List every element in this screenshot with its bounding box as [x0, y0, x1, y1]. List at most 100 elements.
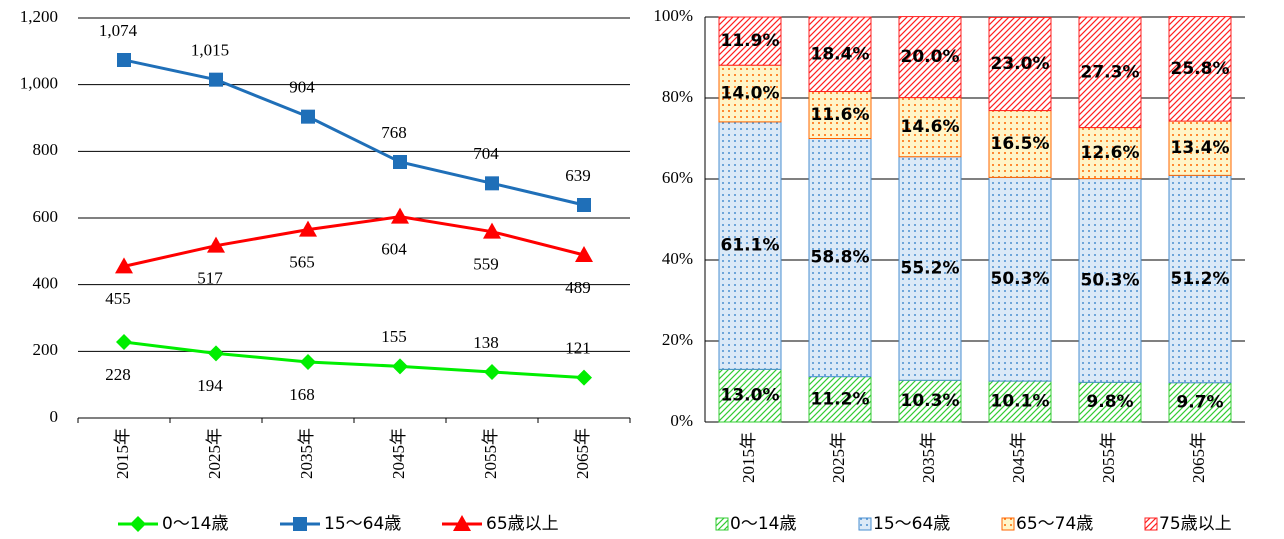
- bar-segment: [1078, 127, 1142, 180]
- data-label: 27.3%: [1081, 62, 1140, 82]
- marker: [575, 246, 593, 262]
- bar-segment: [898, 97, 962, 158]
- marker: [299, 220, 317, 237]
- marker: [485, 176, 499, 191]
- bar-segment: [1078, 16, 1142, 129]
- data-label: 565: [289, 253, 315, 272]
- data-label: 12.6%: [1081, 143, 1140, 163]
- data-label: 55.2%: [901, 259, 960, 279]
- x-tick-label: 2045年: [1009, 432, 1028, 483]
- bar-segment: [988, 176, 1052, 382]
- y-tick-label: 1,200: [20, 7, 58, 26]
- marker: [453, 515, 471, 531]
- legend-label: 0〜14歳: [730, 514, 796, 534]
- marker: [392, 358, 408, 375]
- x-tick-label: 2035年: [919, 432, 938, 483]
- x-tick-label: 2065年: [573, 428, 592, 479]
- bar-segment: [718, 121, 782, 370]
- marker: [393, 155, 407, 169]
- data-label: 121: [565, 339, 591, 358]
- y-tick-label: 800: [33, 140, 59, 159]
- marker: [207, 236, 225, 253]
- data-label: 9.8%: [1086, 392, 1133, 412]
- legend-swatch: [1001, 517, 1015, 531]
- data-label: 11.2%: [811, 389, 870, 409]
- bar-segment: [1078, 178, 1142, 383]
- y-tick-label: 60%: [662, 168, 693, 187]
- marker: [116, 334, 132, 350]
- x-tick-label: 2015年: [113, 428, 132, 479]
- data-label: 138: [473, 333, 499, 352]
- bar-segment: [808, 16, 872, 93]
- data-label: 18.4%: [811, 44, 870, 64]
- data-label: 13.4%: [1171, 138, 1230, 158]
- marker: [576, 369, 592, 386]
- marker: [209, 72, 223, 87]
- data-label: 61.1%: [721, 236, 780, 256]
- data-label: 51.2%: [1171, 269, 1230, 289]
- data-label: 23.0%: [991, 54, 1050, 74]
- bar-segment: [988, 110, 1052, 178]
- data-label: 1,015: [191, 41, 229, 60]
- data-label: 11.9%: [721, 31, 780, 51]
- data-label: 904: [289, 78, 315, 97]
- data-label: 489: [565, 278, 591, 297]
- y-tick-label: 600: [33, 207, 59, 226]
- marker: [300, 354, 316, 370]
- x-tick-label: 2055年: [481, 428, 500, 479]
- bar-segment: [898, 16, 962, 99]
- marker: [484, 364, 500, 380]
- data-label: 639: [565, 166, 591, 185]
- x-tick-label: 2055年: [1099, 432, 1118, 483]
- legend-label: 65〜74歳: [1016, 514, 1093, 534]
- x-tick-label: 2025年: [829, 432, 848, 483]
- marker: [483, 222, 501, 239]
- data-label: 704: [473, 144, 499, 163]
- legend-label: 15〜64歳: [873, 514, 950, 534]
- y-tick-label: 40%: [662, 249, 693, 268]
- marker: [130, 516, 146, 532]
- marker: [391, 207, 409, 224]
- data-label: 1,074: [99, 21, 138, 40]
- bar-segment: [988, 16, 1052, 112]
- y-tick-label: 1,000: [20, 74, 58, 93]
- data-label: 604: [381, 240, 407, 259]
- legend-label: 0〜14歳: [162, 514, 228, 534]
- data-label: 14.6%: [901, 117, 960, 137]
- y-tick-label: 0%: [670, 411, 693, 430]
- marker: [293, 517, 307, 531]
- y-tick-label: 200: [33, 340, 59, 359]
- bar-segment: [808, 376, 872, 423]
- legend-label: 15〜64歳: [324, 514, 401, 534]
- x-tick-label: 2065年: [1189, 432, 1208, 483]
- y-tick-label: 100%: [653, 6, 693, 25]
- data-label: 228: [105, 365, 131, 384]
- series-line: [123, 340, 585, 380]
- data-label: 50.3%: [1081, 270, 1140, 290]
- bar-segment: [988, 380, 1052, 423]
- marker: [301, 109, 315, 124]
- x-tick-label: 2035年: [297, 428, 316, 479]
- data-label: 10.1%: [991, 392, 1050, 412]
- series-line: [123, 215, 585, 268]
- data-label: 455: [105, 289, 131, 308]
- bar-segment: [718, 368, 782, 423]
- data-label: 517: [197, 269, 223, 288]
- legend-label: 75歳以上: [1159, 514, 1232, 534]
- data-label: 58.8%: [811, 248, 870, 268]
- bar-segment: [718, 64, 782, 123]
- marker: [115, 257, 133, 274]
- marker: [577, 198, 591, 212]
- bar-segment: [898, 379, 962, 423]
- data-label: 559: [473, 255, 499, 274]
- data-label: 50.3%: [991, 269, 1050, 289]
- bar-segment: [1168, 382, 1232, 423]
- bar-segment: [1168, 16, 1232, 122]
- data-label: 11.6%: [811, 105, 870, 125]
- legend-label: 65歳以上: [486, 514, 559, 534]
- bar-segment: [898, 156, 962, 381]
- data-label: 25.8%: [1171, 59, 1230, 79]
- data-label: 10.3%: [901, 391, 960, 411]
